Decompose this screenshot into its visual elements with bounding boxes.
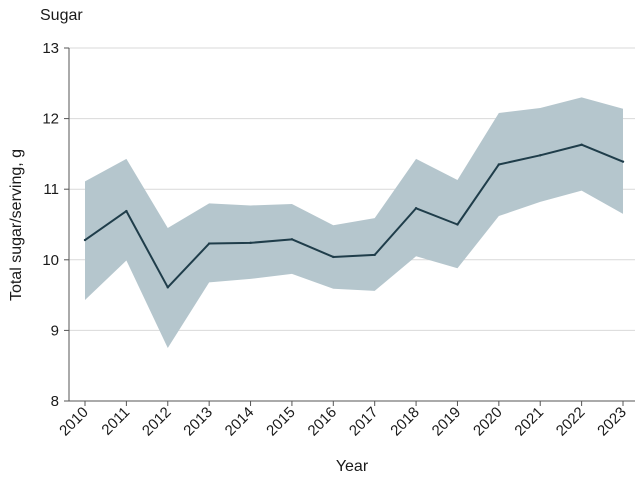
data-point-2015 [290, 238, 294, 241]
series-line [84, 143, 624, 289]
data-point-2022 [580, 143, 583, 146]
data-point-2021 [539, 154, 542, 157]
axis-layer [64, 47, 635, 406]
x-tick-label: 2014 [222, 404, 258, 440]
data-point-2010 [83, 238, 87, 242]
x-tick-label: 2016 [305, 404, 341, 440]
x-tick-label: 2020 [470, 404, 506, 440]
data-point-2020 [497, 163, 501, 166]
y-tick-label: 10 [42, 252, 59, 269]
x-tick-label: 2023 [594, 404, 630, 440]
chart-title: Sugar [40, 7, 83, 24]
data-point-2013 [207, 242, 211, 245]
x-tick-label: 2017 [346, 404, 382, 440]
data-point-2016 [332, 255, 335, 259]
x-tick-label: 2010 [56, 404, 92, 440]
x-tick-label: 2022 [553, 404, 589, 440]
y-tick-labels: 8 9 10 11 12 13 [42, 40, 59, 410]
x-tick-label: 2018 [387, 404, 423, 440]
data-point-2012 [166, 286, 169, 289]
confidence-band [85, 97, 623, 349]
data-point-2011 [125, 209, 128, 213]
y-axis-label: Total sugar/serving, g [8, 149, 25, 301]
series-line-layer [83, 143, 625, 289]
data-point-2019 [456, 223, 459, 226]
y-tick-label: 12 [42, 111, 59, 128]
data-point-2023 [621, 160, 625, 163]
data-point-2018 [414, 207, 418, 210]
y-tick-label: 11 [43, 181, 59, 198]
x-tick-label: 2015 [263, 404, 299, 440]
x-axis-label: Year [336, 458, 369, 475]
x-tick-label: 2011 [98, 404, 133, 439]
x-tick-label: 2019 [429, 404, 465, 440]
x-tick-label: 2021 [511, 404, 547, 440]
x-tick-label: 2013 [180, 404, 216, 440]
x-tick-labels: 2010 2011 2012 2013 2014 2015 2016 2017 2018 2019… [56, 404, 630, 440]
y-tick-label: 8 [51, 393, 59, 410]
x-tick-label: 2012 [139, 404, 175, 440]
y-tick-label: 9 [51, 322, 59, 339]
data-point-2014 [249, 241, 252, 245]
confidence-band-layer [85, 97, 623, 349]
data-point-2017 [373, 253, 376, 257]
y-tick-label: 13 [42, 40, 59, 57]
